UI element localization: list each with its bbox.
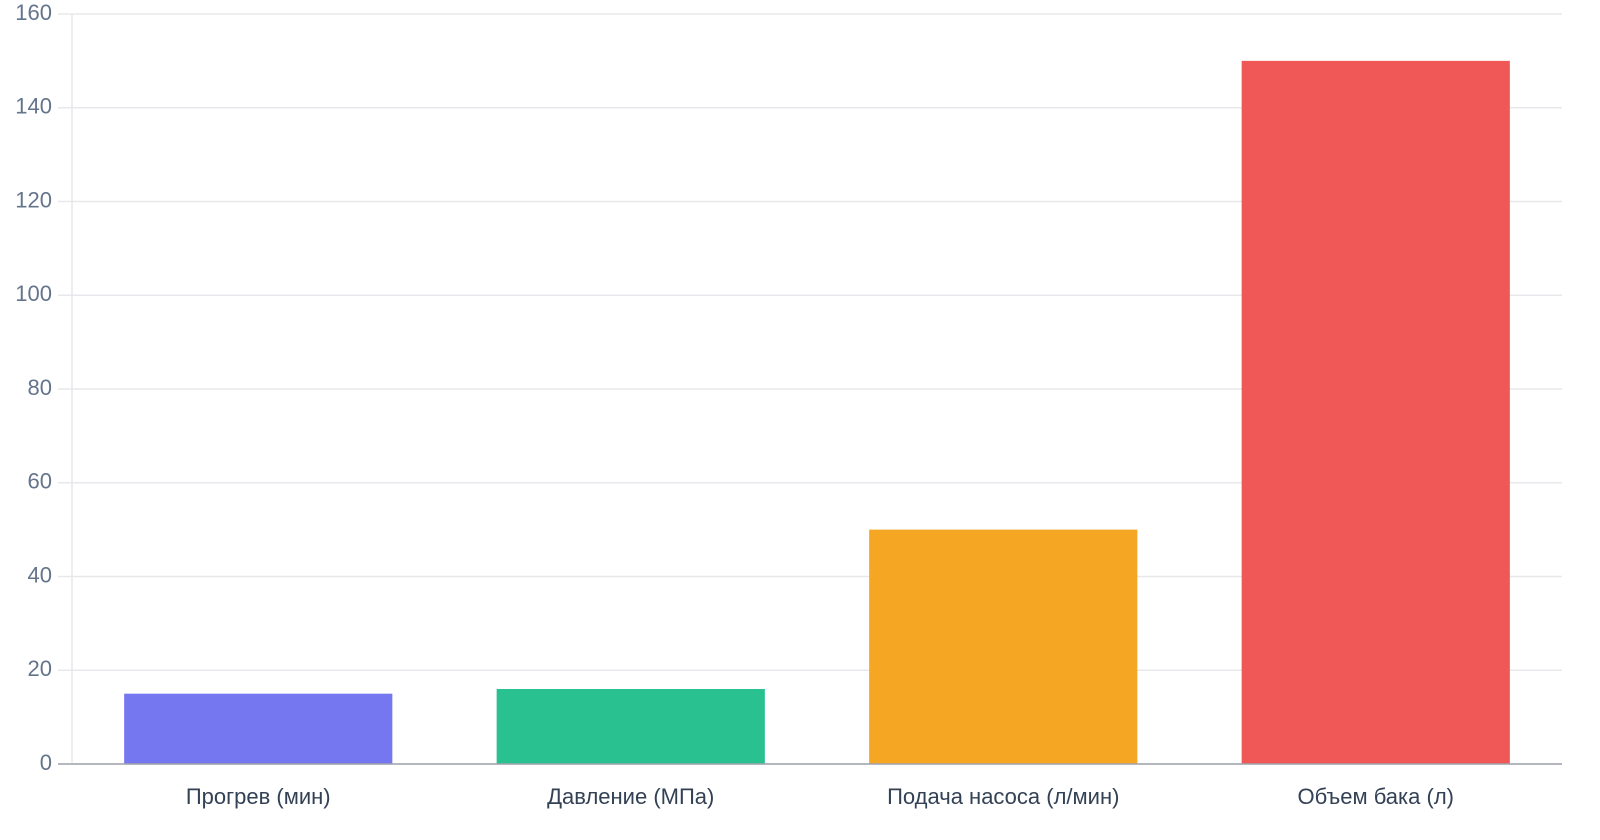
y-tick-label: 140 — [15, 94, 52, 119]
y-tick-label: 80 — [28, 375, 52, 400]
x-tick-label: Объем бака (л) — [1298, 784, 1454, 809]
x-tick-label: Прогрев (мин) — [186, 784, 331, 809]
y-tick-label: 20 — [28, 656, 52, 681]
y-tick-label: 120 — [15, 187, 52, 212]
bar — [869, 529, 1138, 764]
bar — [124, 693, 393, 764]
bar — [1241, 60, 1510, 764]
y-tick-label: 40 — [28, 562, 52, 587]
y-tick-label: 60 — [28, 469, 52, 494]
bar — [496, 689, 765, 764]
y-tick-label: 100 — [15, 281, 52, 306]
y-tick-label: 160 — [15, 0, 52, 25]
x-tick-label: Давление (МПа) — [547, 784, 714, 809]
y-tick-label: 0 — [40, 750, 52, 775]
x-tick-label: Подача насоса (л/мин) — [887, 784, 1119, 809]
